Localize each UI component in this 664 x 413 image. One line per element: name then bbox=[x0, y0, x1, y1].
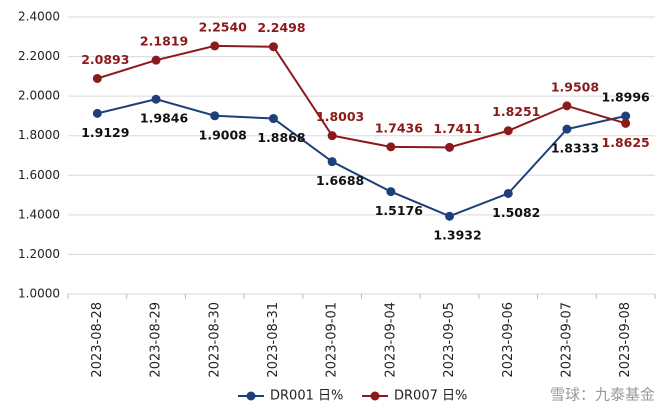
x-tick-label: 2023-08-29 bbox=[149, 302, 164, 378]
data-label: 1.9846 bbox=[140, 111, 189, 126]
data-point bbox=[210, 41, 220, 51]
data-label: 1.9008 bbox=[199, 127, 247, 142]
y-tick-label: 2.0000 bbox=[18, 89, 60, 103]
data-point bbox=[503, 126, 513, 136]
x-tick-label: 2023-08-31 bbox=[266, 302, 281, 378]
data-label: 1.6688 bbox=[316, 173, 364, 188]
y-tick-label: 1.2000 bbox=[18, 247, 60, 261]
data-label: 1.7436 bbox=[375, 120, 424, 135]
data-point bbox=[445, 211, 455, 221]
data-point bbox=[151, 94, 161, 104]
data-point bbox=[151, 55, 161, 65]
data-point bbox=[327, 131, 337, 141]
data-point bbox=[562, 101, 572, 111]
x-tick-label: 2023-09-04 bbox=[383, 302, 398, 378]
data-label: 1.8333 bbox=[551, 141, 599, 156]
data-label: 2.0893 bbox=[81, 52, 129, 67]
data-point bbox=[562, 124, 572, 134]
data-label: 2.1819 bbox=[140, 34, 188, 49]
data-point bbox=[210, 111, 220, 121]
watermark: 雪球：九泰基金 bbox=[550, 386, 655, 404]
series-line bbox=[97, 44, 626, 149]
data-label: 1.8996 bbox=[602, 90, 651, 105]
data-point bbox=[386, 187, 396, 197]
data-point bbox=[92, 73, 102, 83]
x-tick-label: 2023-09-07 bbox=[559, 302, 574, 378]
data-label: 1.3932 bbox=[433, 228, 481, 243]
y-tick-label: 1.4000 bbox=[18, 207, 60, 221]
data-label: 1.8251 bbox=[492, 104, 540, 119]
data-point bbox=[445, 142, 455, 152]
x-tick-label: 2023-09-08 bbox=[618, 302, 633, 378]
x-tick-label: 2023-08-30 bbox=[207, 302, 222, 378]
data-point bbox=[621, 118, 631, 128]
legend-label: DR007 日% bbox=[394, 389, 467, 404]
data-point bbox=[268, 42, 278, 52]
y-tick-label: 1.0000 bbox=[18, 287, 60, 301]
data-label: 1.8868 bbox=[257, 130, 305, 145]
data-point bbox=[386, 142, 396, 152]
data-point bbox=[92, 108, 102, 118]
y-tick-label: 2.4000 bbox=[18, 10, 60, 24]
x-tick-label: 2023-09-01 bbox=[325, 302, 340, 378]
data-label: 1.5176 bbox=[375, 203, 424, 218]
data-point bbox=[503, 188, 513, 198]
legend-marker bbox=[370, 391, 380, 401]
data-point bbox=[327, 157, 337, 167]
data-label: 1.5082 bbox=[492, 205, 540, 220]
data-label: 2.2498 bbox=[257, 20, 305, 35]
y-tick-label: 1.8000 bbox=[18, 128, 60, 142]
data-label: 1.8625 bbox=[602, 135, 650, 150]
x-tick-label: 2023-08-28 bbox=[90, 302, 105, 378]
y-tick-label: 1.6000 bbox=[18, 168, 60, 182]
series-line bbox=[97, 98, 626, 218]
data-point bbox=[621, 111, 631, 121]
data-label: 2.2540 bbox=[199, 19, 248, 34]
data-label: 1.8003 bbox=[316, 109, 364, 124]
x-tick-label: 2023-09-05 bbox=[442, 302, 457, 378]
x-tick-label: 2023-09-06 bbox=[501, 302, 516, 378]
data-point bbox=[268, 114, 278, 124]
data-label: 1.9129 bbox=[81, 125, 129, 140]
legend-label: DR001 日% bbox=[270, 389, 343, 404]
legend-marker bbox=[246, 391, 256, 401]
y-tick-label: 2.2000 bbox=[18, 49, 60, 63]
data-label: 1.7411 bbox=[433, 121, 481, 136]
data-label: 1.9508 bbox=[551, 79, 599, 94]
